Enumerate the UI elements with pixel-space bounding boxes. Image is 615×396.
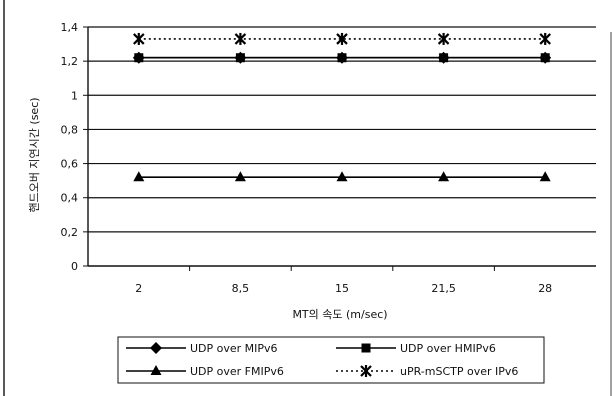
triangle-marker xyxy=(336,171,348,182)
square-marker xyxy=(337,53,347,63)
legend: UDP over MIPv6 UDP over HMIPv6 UDP over FM… xyxy=(117,336,545,384)
square-marker xyxy=(235,53,245,63)
y-tick-label: 0,4 xyxy=(61,192,79,205)
y-tick-label: 0,6 xyxy=(61,158,79,171)
star-marker xyxy=(133,32,145,45)
legend-box xyxy=(117,336,545,384)
legend-label: uPR-mSCTP over IPv6 xyxy=(400,365,518,378)
diamond-marker xyxy=(150,342,162,354)
x-axis-title: MT의 속도 (m/sec) xyxy=(292,308,387,321)
star-marker xyxy=(539,32,551,45)
plot-area: 0 0,2 0,4 0,6 0,8 1 1,2 1,4 2 8,5 15 21,5 28 xyxy=(61,21,596,295)
x-tick-label: 2 xyxy=(135,282,142,295)
star-marker xyxy=(360,365,372,377)
star-marker xyxy=(336,32,348,45)
y-tick-label: 1 xyxy=(71,89,78,102)
y-tick-label: 0 xyxy=(71,260,78,273)
y-tick-label: 0,2 xyxy=(61,226,79,239)
legend-label: UDP over FMIPv6 xyxy=(190,365,284,378)
x-tick-label: 21,5 xyxy=(431,282,456,295)
y-axis-title: 핸드오버 지연시간 (sec) xyxy=(28,97,41,212)
x-tick-label: 15 xyxy=(335,282,349,295)
legend-label: UDP over HMIPv6 xyxy=(400,342,496,355)
square-marker xyxy=(361,343,371,353)
x-tick-label: 8,5 xyxy=(232,282,250,295)
star-marker xyxy=(437,32,450,45)
square-marker xyxy=(540,53,550,63)
square-marker xyxy=(439,53,449,63)
triangle-marker xyxy=(539,171,551,182)
x-tick-label: 28 xyxy=(538,282,552,295)
square-marker xyxy=(134,53,144,63)
y-tick-label: 1,2 xyxy=(61,55,79,68)
triangle-marker xyxy=(438,171,450,182)
y-tick-label: 0,8 xyxy=(61,123,79,136)
y-tick-label: 1,4 xyxy=(61,21,79,34)
star-marker xyxy=(234,32,247,45)
triangle-marker xyxy=(150,365,162,375)
legend-label: UDP over MIPv6 xyxy=(190,342,278,355)
triangle-marker xyxy=(133,171,145,182)
triangle-marker xyxy=(234,171,246,182)
